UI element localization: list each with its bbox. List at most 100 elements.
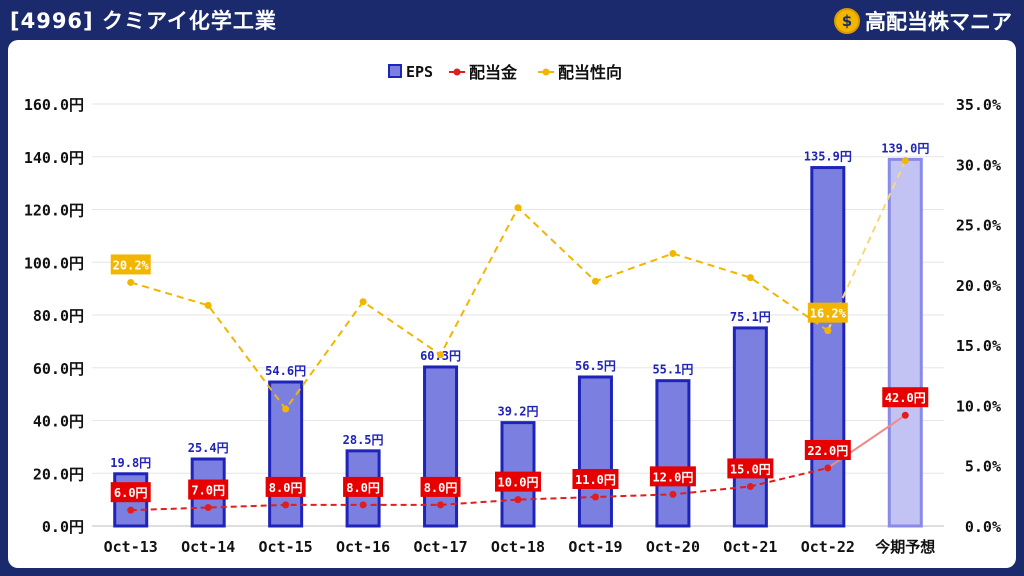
brand-logo: $ 高配当株マニア bbox=[834, 4, 1012, 38]
payout-ratio-label-box bbox=[807, 302, 848, 323]
eps-value-label: 55.1円 bbox=[652, 363, 693, 377]
legend-dividend-marker bbox=[453, 68, 461, 76]
payout-ratio-label-box bbox=[110, 254, 151, 275]
dividend-value-label: 12.0円 bbox=[652, 470, 693, 484]
legend-dividend-label: 配当金 bbox=[469, 63, 518, 82]
dividend-point bbox=[824, 464, 832, 472]
eps-bar bbox=[887, 157, 923, 528]
payout-ratio-point bbox=[282, 405, 290, 413]
eps-bar bbox=[810, 166, 846, 528]
dividend-label-box bbox=[882, 387, 929, 408]
dividend-value-label: 22.0円 bbox=[807, 444, 848, 458]
right-axis-tick: 5.0% bbox=[965, 458, 1001, 476]
page-title: [4996] クミアイ化学工業 bbox=[10, 9, 277, 33]
payout-ratio-point bbox=[204, 301, 212, 309]
payout-ratio-point bbox=[359, 298, 367, 306]
dividend-point bbox=[127, 506, 135, 514]
dividend-value-label: 6.0円 bbox=[114, 486, 148, 500]
payout-ratio-point bbox=[669, 250, 677, 258]
dividend-value-label: 7.0円 bbox=[191, 484, 225, 498]
x-axis-tick: Oct-22 bbox=[801, 538, 855, 556]
eps-value-label: 25.4円 bbox=[188, 441, 229, 455]
left-axis-tick: 120.0円 bbox=[24, 202, 84, 220]
eps-value-label: 19.8円 bbox=[110, 456, 151, 470]
x-axis-tick: Oct-17 bbox=[413, 538, 467, 556]
brand-name: 高配当株マニア bbox=[865, 10, 1012, 34]
left-axis-tick: 160.0円 bbox=[24, 96, 84, 114]
x-axis-tick: Oct-20 bbox=[646, 538, 700, 556]
x-axis-tick: Oct-16 bbox=[336, 538, 390, 556]
payout-ratio-value-label: 20.2% bbox=[113, 258, 150, 272]
payout-ratio-point bbox=[901, 157, 909, 165]
right-axis-tick: 35.0% bbox=[956, 96, 1001, 114]
dividend-point bbox=[591, 493, 599, 501]
dividend-value-label: 10.0円 bbox=[498, 476, 539, 490]
dividend-value-label: 8.0円 bbox=[269, 481, 303, 495]
payout-ratio-point bbox=[591, 277, 599, 285]
chart-panel: 0.0円 20.0円 40.0円 60.0円 80.0円 100.0円 120.0円 140.… bbox=[8, 40, 1016, 568]
x-axis-tick: Oct-19 bbox=[568, 538, 622, 556]
money-bag-icon: $ bbox=[834, 8, 860, 34]
dividend-label-box bbox=[804, 439, 851, 460]
eps-value-label: 54.6円 bbox=[265, 364, 306, 378]
dividend-value-label: 15.0円 bbox=[730, 462, 771, 476]
dividend-label-box bbox=[265, 476, 306, 497]
right-axis-tick: 0.0% bbox=[965, 518, 1001, 536]
eps-bar bbox=[423, 365, 459, 528]
eps-bar bbox=[655, 379, 691, 528]
dividend-point bbox=[282, 501, 290, 509]
dividend-label-box bbox=[110, 482, 151, 503]
left-axis-tick: 100.0円 bbox=[24, 254, 84, 272]
payout-ratio-point bbox=[824, 327, 832, 335]
dividend-point bbox=[901, 411, 909, 419]
dividend-label-box bbox=[188, 479, 229, 500]
dividend-point bbox=[669, 490, 677, 498]
dividend-value-label: 8.0円 bbox=[346, 481, 380, 495]
legend-payout-marker bbox=[542, 68, 550, 76]
x-axis-tick: Oct-18 bbox=[491, 538, 545, 556]
dividend-label-box bbox=[420, 476, 461, 497]
dividend-point bbox=[359, 501, 367, 509]
dividend-label-box bbox=[495, 471, 541, 492]
eps-value-label: 139.0円 bbox=[881, 141, 929, 155]
eps-bar bbox=[732, 326, 768, 528]
right-axis-tick: 15.0% bbox=[956, 337, 1001, 355]
eps-bar bbox=[577, 375, 613, 528]
legend-eps-label: EPS bbox=[406, 63, 433, 81]
legend-eps-swatch bbox=[388, 64, 402, 78]
x-axis-tick: Oct-15 bbox=[259, 538, 313, 556]
left-axis-tick: 140.0円 bbox=[24, 149, 84, 167]
eps-value-label: 39.2円 bbox=[498, 405, 539, 419]
x-axis-tick: 今期予想 bbox=[874, 538, 935, 556]
payout-ratio-value-label: 16.2% bbox=[810, 307, 847, 321]
payout-ratio-point bbox=[746, 274, 754, 282]
dividend-point bbox=[437, 501, 445, 509]
dividend-line bbox=[130, 467, 829, 512]
right-axis-tick: 25.0% bbox=[956, 217, 1001, 235]
payout-ratio-line bbox=[130, 206, 829, 411]
left-axis-tick: 60.0円 bbox=[33, 360, 84, 378]
dividend-point bbox=[746, 482, 754, 490]
left-axis-tick: 0.0円 bbox=[42, 518, 84, 536]
dividend-value-label: 8.0円 bbox=[424, 481, 458, 495]
right-axis-tick: 20.0% bbox=[956, 277, 1001, 295]
payout-ratio-point bbox=[437, 351, 445, 359]
dividend-label-box bbox=[649, 466, 696, 487]
dividend-point bbox=[514, 496, 522, 504]
dividend-label-box bbox=[343, 476, 384, 497]
dividend-point bbox=[204, 504, 212, 512]
right-axis-tick: 10.0% bbox=[956, 397, 1001, 415]
eps-value-label: 135.9円 bbox=[804, 150, 852, 164]
right-axis-tick: 30.0% bbox=[956, 156, 1001, 174]
payout-ratio-point bbox=[514, 204, 522, 212]
legend-payout-label: 配当性向 bbox=[558, 63, 622, 82]
payout-ratio-point bbox=[127, 278, 135, 286]
dividend-value-label: 11.0円 bbox=[575, 473, 616, 487]
dividend-value-label: 42.0円 bbox=[885, 391, 926, 405]
eps-value-label: 28.5円 bbox=[343, 433, 384, 447]
dividend-label-box bbox=[572, 468, 619, 489]
x-axis-tick: Oct-14 bbox=[181, 538, 235, 556]
dividend-label-box bbox=[727, 458, 774, 479]
x-axis-tick: Oct-13 bbox=[104, 538, 158, 556]
